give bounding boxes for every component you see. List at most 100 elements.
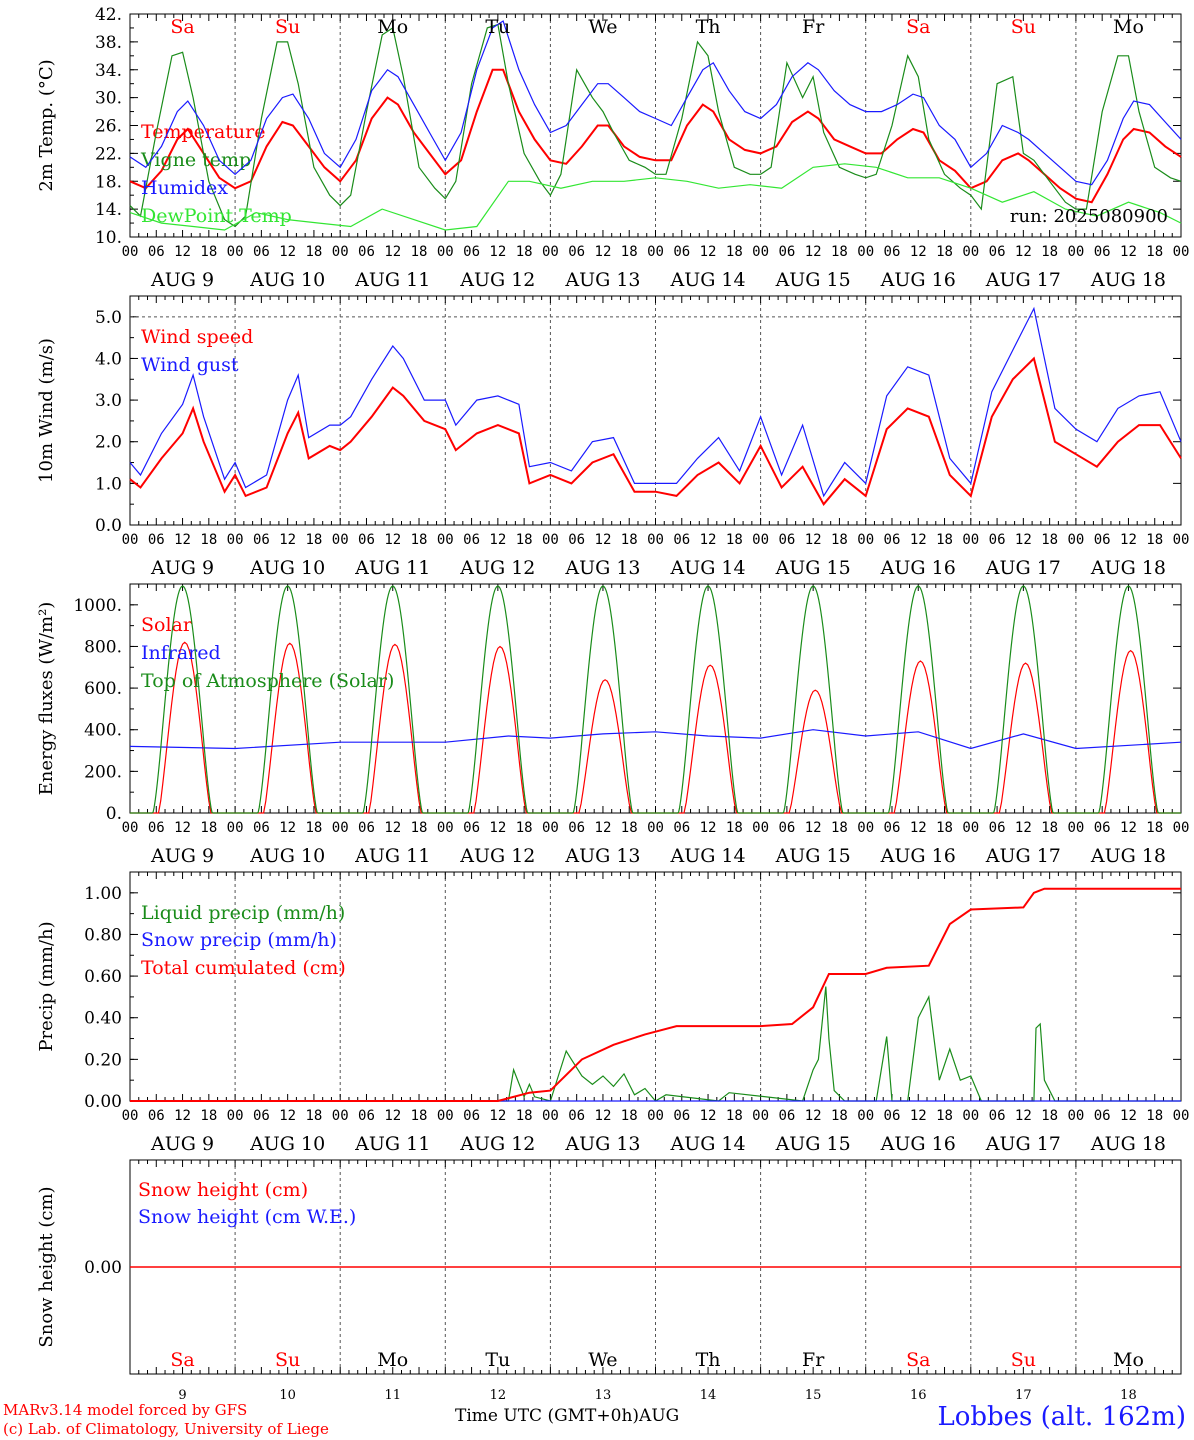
weekday-label: Sa [170, 1349, 194, 1371]
hour-label: 00 [332, 1108, 349, 1124]
series-line [129, 729, 1182, 750]
day-number-label: 11 [384, 1388, 401, 1403]
hour-label: 00 [1067, 820, 1084, 836]
weekday-label: Mo [1113, 1349, 1144, 1371]
hour-label: 06 [253, 244, 270, 260]
weekday-label: Sa [906, 16, 930, 38]
date-label: AUG 10 [249, 1133, 325, 1155]
y-tick-label: 0.20 [84, 1050, 122, 1070]
legend-label: Top of Atmosphere (Solar) [141, 670, 394, 692]
hour-label: 12 [489, 532, 506, 548]
hour-label: 00 [647, 820, 664, 836]
hour-label: 06 [1094, 244, 1111, 260]
date-label: AUG 13 [564, 1133, 640, 1155]
hour-label: 06 [989, 1108, 1006, 1124]
hour-label: 06 [673, 1108, 690, 1124]
hour-label: 12 [805, 1108, 822, 1124]
hour-label: 06 [463, 532, 480, 548]
y-tick-label: 400. [84, 721, 122, 741]
date-label: AUG 9 [150, 269, 214, 291]
date-label: AUG 12 [459, 845, 535, 867]
hour-label: 12 [805, 820, 822, 836]
hour-label: 18 [200, 820, 217, 836]
hour-label: 00 [122, 1108, 139, 1124]
hour-label: 18 [1146, 820, 1163, 836]
hour-label: 12 [1015, 1108, 1032, 1124]
hour-label: 12 [1120, 244, 1137, 260]
hour-label: 18 [305, 1108, 322, 1124]
hour-label: 06 [463, 820, 480, 836]
hour-label: 00 [647, 532, 664, 548]
y-tick-label: 18. [95, 172, 122, 192]
date-label: AUG 17 [985, 1133, 1061, 1155]
hour-label: 00 [542, 532, 559, 548]
hour-label: 18 [726, 244, 743, 260]
day-number-label: 13 [595, 1388, 612, 1403]
hour-label: 00 [542, 820, 559, 836]
date-label: AUG 14 [669, 269, 745, 291]
day-number-label: 16 [910, 1388, 927, 1403]
y-tick-label: 200. [84, 762, 122, 782]
date-label: AUG 14 [669, 557, 745, 579]
legend-label: Temperature [141, 121, 265, 143]
hour-label: 06 [778, 820, 795, 836]
hour-label: 00 [227, 1108, 244, 1124]
hour-label: 00 [857, 820, 874, 836]
hour-label: 00 [857, 1108, 874, 1124]
hour-label: 18 [726, 820, 743, 836]
hour-label: 18 [411, 244, 428, 260]
weekday-label: We [588, 1349, 617, 1371]
hour-label: 00 [227, 820, 244, 836]
hour-label: 06 [989, 532, 1006, 548]
hour-label: 12 [384, 820, 401, 836]
date-label: AUG 11 [354, 557, 430, 579]
weekday-label: Su [275, 16, 300, 38]
hour-label: 00 [962, 244, 979, 260]
legend-label: Infrared [141, 642, 221, 664]
hour-label: 06 [568, 532, 585, 548]
hour-label: 18 [1041, 244, 1058, 260]
weekday-label: Fr [802, 1349, 825, 1371]
date-label: AUG 9 [150, 557, 214, 579]
hour-label: 00 [1173, 244, 1190, 260]
hour-label: 00 [752, 820, 769, 836]
hour-label: 06 [358, 244, 375, 260]
date-label: AUG 10 [249, 557, 325, 579]
hour-label: 00 [332, 532, 349, 548]
hour-label: 12 [1015, 820, 1032, 836]
hour-label: 18 [200, 244, 217, 260]
series-line [129, 356, 1182, 506]
day-number-label: 9 [178, 1388, 186, 1403]
weekday-label: We [588, 16, 617, 38]
legend-label: Humidex [141, 177, 228, 199]
hour-label: 00 [437, 244, 454, 260]
hour-label: 12 [489, 820, 506, 836]
y-axis-label-temperature: 2m Temp. (°C) [36, 59, 57, 191]
hour-label: 00 [857, 244, 874, 260]
hour-label: 00 [542, 244, 559, 260]
hour-label: 06 [884, 1108, 901, 1124]
y-tick-label: 0.00 [84, 1258, 122, 1278]
x-axis-month: AUG [639, 1406, 680, 1426]
hour-label: 18 [411, 820, 428, 836]
hour-label: 18 [621, 820, 638, 836]
model-credit: MARv3.14 model forced by GFS [3, 1401, 248, 1419]
hour-label: 12 [805, 244, 822, 260]
hour-label: 12 [1120, 820, 1137, 836]
x-axis-title: Time UTC (GMT+0h)AUG [455, 1406, 679, 1426]
hour-label: 18 [936, 1108, 953, 1124]
date-label: AUG 15 [775, 557, 851, 579]
hour-label: 18 [621, 532, 638, 548]
date-label: AUG 18 [1090, 269, 1166, 291]
date-label: AUG 12 [459, 269, 535, 291]
weekday-label: Mo [1113, 16, 1144, 38]
weekday-label: Su [1011, 1349, 1036, 1371]
hour-label: 12 [910, 1108, 927, 1124]
hour-label: 00 [437, 1108, 454, 1124]
day-number-label: 17 [1015, 1388, 1032, 1403]
hour-label: 18 [516, 1108, 533, 1124]
hour-label: 06 [1094, 1108, 1111, 1124]
station-label: Lobbes (alt. 162m) [937, 1402, 1186, 1432]
hour-label: 12 [174, 1108, 191, 1124]
